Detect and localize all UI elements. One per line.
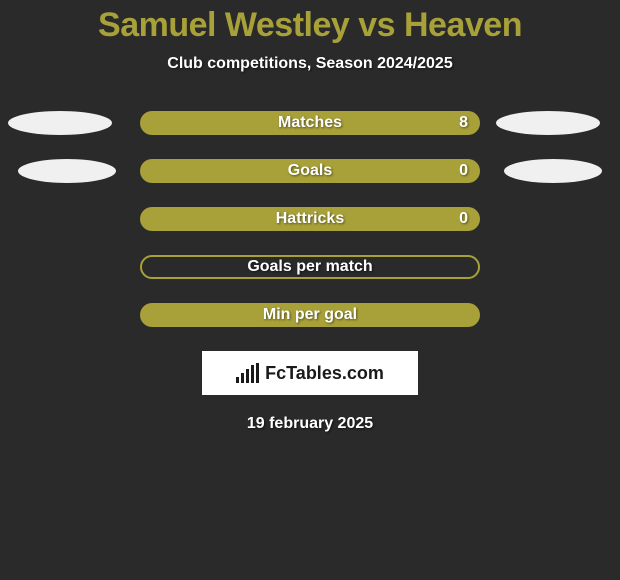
logo-text: FcTables.com (265, 363, 384, 384)
right-marker (504, 159, 602, 183)
source-logo: FcTables.com (202, 351, 418, 395)
stat-rows: Matches 8 Goals 0 Hattricks 0 Goals per … (0, 111, 620, 327)
stat-row-goals-per-match: Goals per match (0, 255, 620, 279)
stat-label: Matches (278, 114, 342, 132)
comparison-infographic: Samuel Westley vs Heaven Club competitio… (0, 0, 620, 433)
left-marker (18, 159, 116, 183)
right-marker (496, 111, 600, 135)
stat-bar: Goals 0 (140, 159, 480, 183)
stat-value: 0 (459, 210, 468, 228)
stat-value: 0 (459, 162, 468, 180)
stat-row-hattricks: Hattricks 0 (0, 207, 620, 231)
stat-bar: Goals per match (140, 255, 480, 279)
date-text: 19 february 2025 (247, 415, 373, 433)
subtitle: Club competitions, Season 2024/2025 (167, 55, 452, 73)
chart-icon (236, 363, 259, 383)
stat-label: Goals (288, 162, 332, 180)
stat-label: Goals per match (247, 258, 372, 276)
stat-row-goals: Goals 0 (0, 159, 620, 183)
stat-row-min-per-goal: Min per goal (0, 303, 620, 327)
stat-bar: Matches 8 (140, 111, 480, 135)
stat-bar: Hattricks 0 (140, 207, 480, 231)
stat-bar: Min per goal (140, 303, 480, 327)
stat-value: 8 (459, 114, 468, 132)
page-title: Samuel Westley vs Heaven (98, 6, 522, 45)
left-marker (8, 111, 112, 135)
stat-label: Hattricks (276, 210, 344, 228)
stat-label: Min per goal (263, 306, 357, 324)
stat-row-matches: Matches 8 (0, 111, 620, 135)
